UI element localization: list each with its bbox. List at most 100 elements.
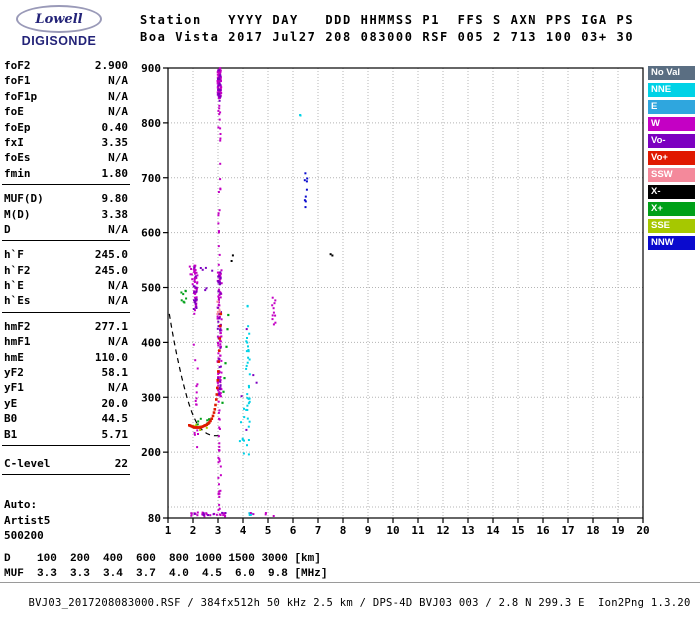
svg-text:14: 14 <box>486 524 500 537</box>
param-value: 1.80 <box>101 166 129 180</box>
param-label: C-level <box>4 456 51 470</box>
param-row-b0: B0 44.5 <box>2 411 130 426</box>
param-row-he: h`E N/A <box>2 278 130 293</box>
param-label: h`E <box>4 279 24 293</box>
param-row-d: D N/A <box>2 222 130 237</box>
param-label: h`F <box>4 248 24 262</box>
legend-item-x-: X- <box>648 185 695 199</box>
svg-text:13: 13 <box>461 524 474 537</box>
param-label: Artist5 <box>4 513 51 527</box>
param-label: foEp <box>4 120 31 134</box>
param-row-hme: hmE 110.0 <box>2 350 130 365</box>
svg-text:800: 800 <box>141 117 161 130</box>
param-value: 3.38 <box>101 207 129 221</box>
param-label: hmE <box>4 350 24 364</box>
param-value: 245.0 <box>94 248 128 262</box>
param-value: N/A <box>108 74 128 88</box>
param-row-foes: foEs N/A <box>2 150 130 165</box>
logo-digisonde-text: DIGISONDE <box>21 34 97 48</box>
svg-text:15: 15 <box>511 524 524 537</box>
ionogram-screen: Lowell DIGISONDE Station YYYY DAY DDD HH… <box>0 5 700 609</box>
svg-text:17: 17 <box>561 524 574 537</box>
param-label: foEs <box>4 151 31 165</box>
svg-text:20: 20 <box>636 524 649 537</box>
param-value: 22 <box>114 456 128 470</box>
param-label: foF1 <box>4 74 31 88</box>
status-text: BVJ03_2017208083000.RSF / 384fx512h 50 k… <box>28 597 691 609</box>
svg-text:3: 3 <box>215 524 222 537</box>
param-label: B1 <box>4 427 18 441</box>
legend-item-vo+: Vo+ <box>648 151 695 165</box>
svg-text:10: 10 <box>386 524 399 537</box>
plot-grid <box>168 68 643 518</box>
svg-text:19: 19 <box>611 524 624 537</box>
legend-item-sse: SSE <box>648 219 695 233</box>
param-row-artist5: Artist5 <box>2 513 130 528</box>
param-label: fxI <box>4 135 24 149</box>
param-label: foF2 <box>4 59 31 72</box>
param-value: N/A <box>108 151 128 165</box>
direction-doppler-legend: No Val NNE E W Vo- Vo+ SSW X- X+ SSE NNW <box>648 66 698 253</box>
legend-item-nne: NNE <box>648 83 695 97</box>
status-bar: BVJ03_2017208083000.RSF / 384fx512h 50 k… <box>0 582 700 621</box>
param-row-clevel: C-level 22 <box>2 456 130 471</box>
param-label: D <box>4 222 11 236</box>
parameter-panel: foF2 2.900 foF1 N/A foF1p N/A foE N/A foEp 0.40 fx… <box>2 58 130 553</box>
param-label: h`Es <box>4 294 31 308</box>
param-value: N/A <box>108 381 128 395</box>
param-label: yF2 <box>4 366 24 380</box>
param-label: fmin <box>4 166 31 180</box>
svg-text:11: 11 <box>411 524 425 537</box>
legend-item-x+: X+ <box>648 202 695 216</box>
svg-text:9: 9 <box>365 524 372 537</box>
param-row-fmin: fmin 1.80 <box>2 166 130 181</box>
param-row-yf1: yF1 N/A <box>2 380 130 395</box>
header-fields-line: Station YYYY DAY DDD HHMMSS P1 FFS S AXN… <box>140 13 635 27</box>
logo-oval: Lowell <box>16 5 102 33</box>
param-value: 2.900 <box>94 59 128 72</box>
param-value: 9.80 <box>101 192 129 206</box>
param-value: 20.0 <box>101 396 129 410</box>
param-label: Auto: <box>4 498 38 512</box>
svg-text:1: 1 <box>165 524 172 537</box>
plot-axes: 1 2 3 4 5 6 7 8 9 10 11 12 13 14 15 16 17 18 19 20900800700… <box>141 62 650 537</box>
svg-text:900: 900 <box>141 62 161 75</box>
param-label: yE <box>4 396 18 410</box>
param-value: N/A <box>108 105 128 119</box>
param-group-1: foF2 2.900 foF1 N/A foF1p N/A foE N/A foEp 0.40 fx… <box>2 58 130 186</box>
legend-item-nnw: NNW <box>648 236 695 250</box>
param-label: foF1p <box>4 89 38 103</box>
svg-text:12: 12 <box>436 524 449 537</box>
param-label: hmF2 <box>4 319 31 333</box>
legend-item-vo-: Vo- <box>648 134 695 148</box>
legend-item-ssw: SSW <box>648 168 695 182</box>
param-group-4: hmF2 277.1 hmF1 N/A hmE 110.0 yF2 58.1 yF1 N/A yE 2… <box>2 319 130 446</box>
param-label: B0 <box>4 412 18 426</box>
svg-text:300: 300 <box>141 391 161 404</box>
param-row-fof1p: foF1p N/A <box>2 89 130 104</box>
param-row-ye: yE 20.0 <box>2 396 130 411</box>
param-value: 58.1 <box>101 366 129 380</box>
param-row-hmf1: hmF1 N/A <box>2 334 130 349</box>
legend-item-e: E <box>648 100 695 114</box>
ionogram-plot: 1 2 3 4 5 6 7 8 9 10 11 12 13 14 15 16 17 18 19 20900800700… <box>141 62 650 537</box>
param-label: MUF(D) <box>4 192 44 206</box>
svg-text:2: 2 <box>190 524 197 537</box>
param-label: hmF1 <box>4 335 31 349</box>
svg-text:4: 4 <box>240 524 247 537</box>
param-row-auto: Auto: <box>2 497 130 512</box>
param-label: 500200 <box>4 529 44 543</box>
svg-text:18: 18 <box>586 524 599 537</box>
legend-item-no-val: No Val <box>648 66 695 80</box>
svg-text:8: 8 <box>340 524 347 537</box>
param-value: 5.71 <box>101 427 129 441</box>
param-group-3: h`F 245.0 h`F2 245.0 h`E N/A h`Es N/A <box>2 247 130 313</box>
param-value: 245.0 <box>94 263 128 277</box>
param-group-2: MUF(D) 9.80 M(D) 3.38 D N/A <box>2 191 130 242</box>
param-row-hf2: h`F2 245.0 <box>2 263 130 278</box>
svg-text:16: 16 <box>536 524 550 537</box>
param-value: N/A <box>108 335 128 349</box>
param-group-5: C-level 22 <box>2 456 130 476</box>
param-row-foe: foE N/A <box>2 104 130 119</box>
station-header: Station YYYY DAY DDD HHMMSS P1 FFS S AXN… <box>140 12 634 46</box>
